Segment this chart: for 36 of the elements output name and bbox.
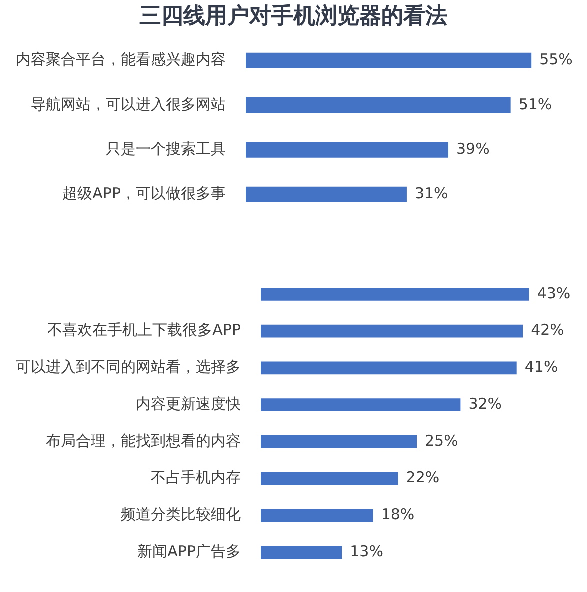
y-tick-label: 布局合理，能找到想看的内容 — [46, 432, 241, 450]
data-label: 42% — [531, 321, 564, 340]
y-tick-label: 新闻APP广告多 — [138, 542, 241, 560]
chart-title: 三四线用户对手机浏览器的看法 — [140, 2, 448, 29]
data-label: 32% — [468, 394, 502, 413]
y-tick-label: 超级APP，可以做很多事 — [62, 184, 226, 203]
y-tick-label: 内容聚合平台，能看感兴趣内容 — [16, 50, 226, 69]
data-label: 41% — [524, 358, 558, 376]
data-label: 22% — [406, 468, 440, 487]
data-label: 51% — [518, 95, 552, 114]
data-label: 55% — [540, 50, 573, 69]
bar — [246, 98, 511, 114]
bar — [246, 142, 449, 158]
bar — [261, 435, 418, 448]
bar — [261, 546, 342, 560]
bar — [261, 362, 517, 375]
y-tick-label: 内容更新速度快 — [136, 394, 241, 413]
bar — [261, 288, 530, 301]
bar — [246, 52, 532, 69]
bar — [246, 186, 407, 202]
data-label: 31% — [414, 184, 448, 203]
y-tick-label: 不占手机内存 — [151, 468, 241, 487]
y-tick-label: 不喜欢在手机上下载很多APP — [48, 321, 241, 340]
data-label: 43% — [537, 284, 571, 302]
data-label: 25% — [425, 432, 458, 450]
y-tick-label: 只是一个搜索工具 — [106, 140, 226, 158]
data-label: 13% — [350, 542, 384, 560]
y-tick-label: 可以进入到不同的网站看，选择多 — [16, 358, 241, 376]
y-tick-label: 导航网站，可以进入很多网站 — [31, 95, 226, 114]
data-label: 18% — [381, 506, 415, 524]
bar — [261, 509, 374, 522]
bar — [261, 398, 461, 412]
bar — [261, 472, 398, 486]
data-label: 39% — [456, 140, 490, 158]
y-tick-label: 频道分类比较细化 — [121, 506, 241, 524]
bar — [261, 324, 524, 338]
